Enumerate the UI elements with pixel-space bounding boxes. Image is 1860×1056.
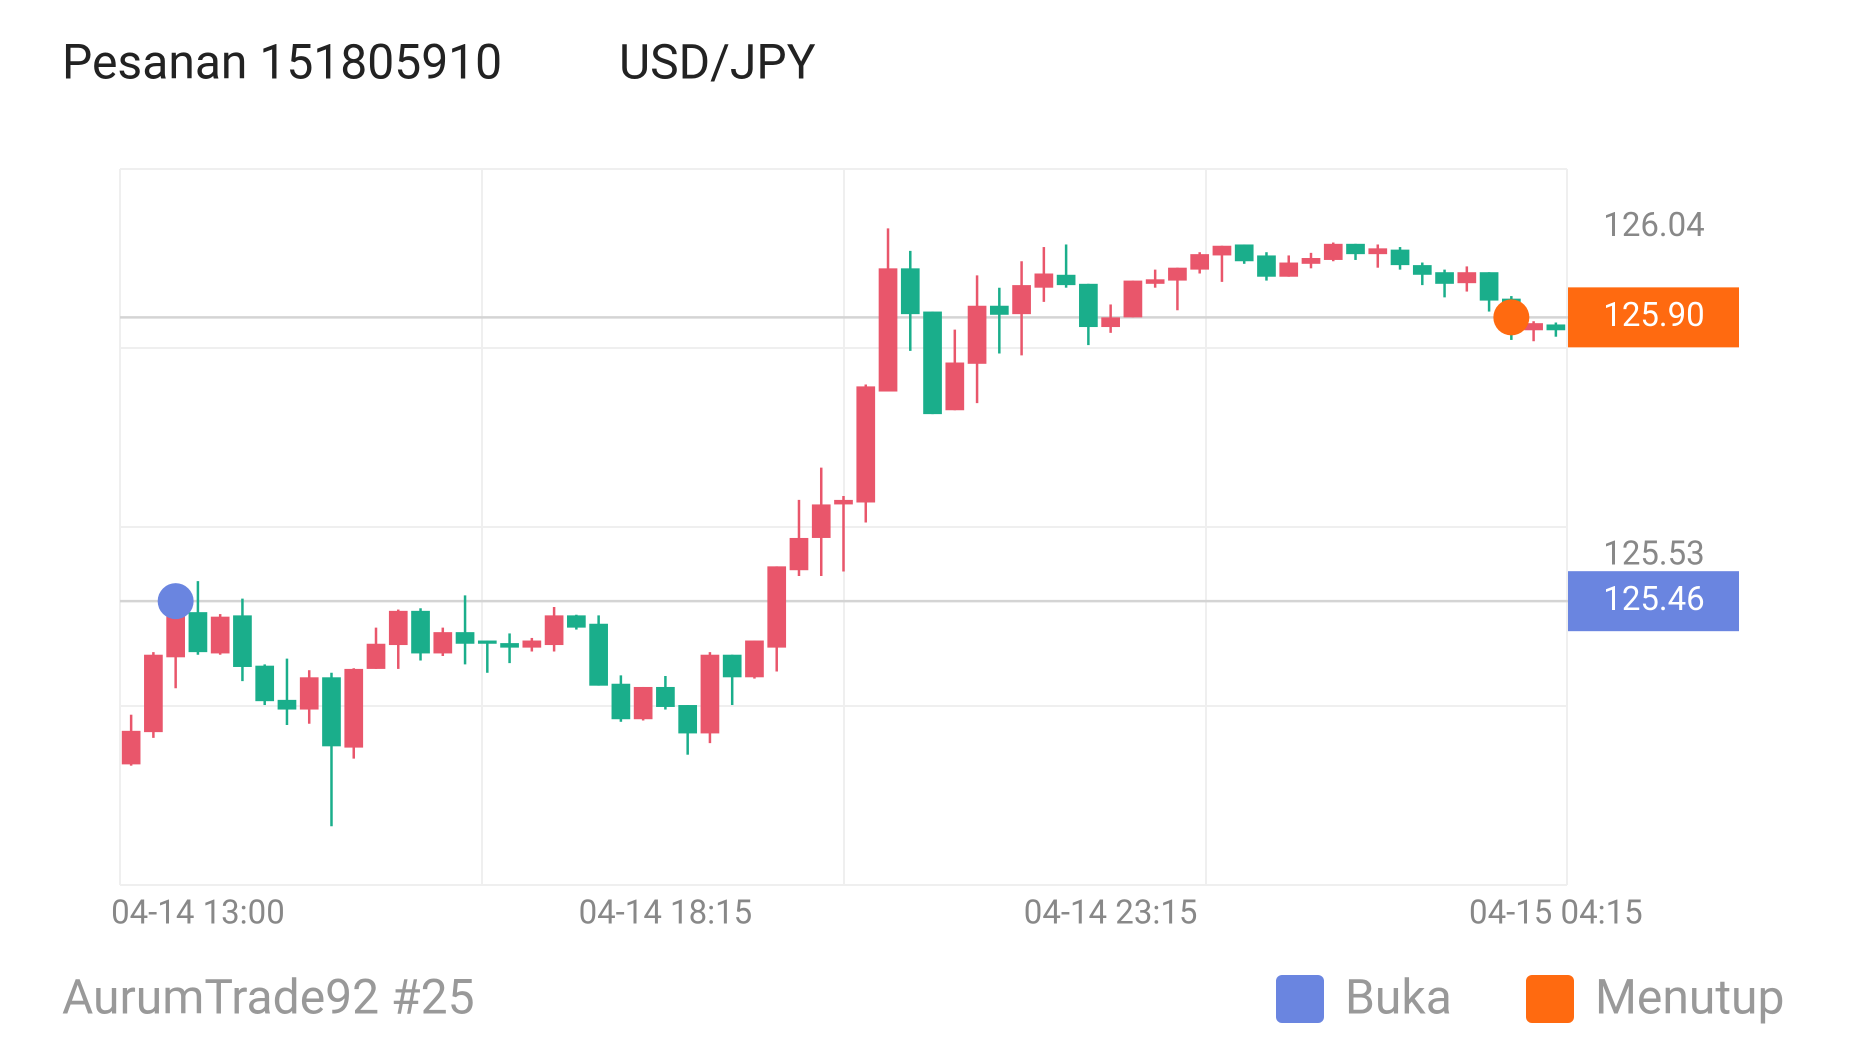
candle-body xyxy=(1145,279,1165,284)
candle-body xyxy=(656,686,675,707)
price-label: 125.46 xyxy=(1603,580,1704,619)
chart-footer: AurumTrade92 #25 xyxy=(62,969,475,1026)
candle-body xyxy=(633,686,653,720)
candle-body xyxy=(1012,285,1031,315)
candle-body xyxy=(1390,249,1410,266)
candle-body xyxy=(1323,243,1343,260)
candle-body xyxy=(1301,258,1321,264)
candle-body xyxy=(923,311,942,415)
price-label: 125.90 xyxy=(1603,296,1704,335)
candle-body xyxy=(856,386,876,503)
candle-body xyxy=(1257,255,1276,277)
candle-body xyxy=(611,683,631,720)
candle-body xyxy=(745,640,764,678)
candle-body xyxy=(789,537,809,571)
candle-body xyxy=(1279,262,1299,277)
candle-body xyxy=(477,640,497,644)
candle-body xyxy=(678,705,698,734)
price-box xyxy=(1568,571,1739,632)
candle-body xyxy=(1368,248,1388,255)
candle-body xyxy=(1123,280,1143,318)
candle-body xyxy=(589,623,608,686)
price-box xyxy=(1568,287,1739,348)
candle-body xyxy=(233,615,252,667)
candle-body xyxy=(1079,283,1098,328)
candle-body xyxy=(1546,324,1566,331)
candle-body xyxy=(322,677,341,747)
chart-title: Pesanan 151805910 xyxy=(62,34,502,91)
legend-swatch xyxy=(1526,975,1574,1023)
candle-body xyxy=(277,699,297,710)
candle-body xyxy=(166,612,186,658)
candle-body xyxy=(1435,272,1454,284)
candle-body xyxy=(811,504,831,538)
candle-body xyxy=(121,730,141,765)
candle-body xyxy=(144,654,163,733)
candle-body xyxy=(1212,245,1232,256)
candle-body xyxy=(1190,254,1210,270)
candle-body xyxy=(767,566,787,648)
candle-body xyxy=(455,632,475,644)
candle-body xyxy=(878,268,898,392)
candle-body xyxy=(1412,265,1432,275)
x-tick-label: 04-14 23:15 xyxy=(1024,894,1198,933)
candle-body xyxy=(700,654,720,734)
x-tick-label: 04-14 13:00 xyxy=(111,894,285,933)
trade-marker xyxy=(157,583,194,620)
chart-subtitle: USD/JPY xyxy=(619,34,816,91)
legend-swatch xyxy=(1276,975,1324,1023)
legend-label: Menutup xyxy=(1595,969,1784,1026)
candle-body xyxy=(411,610,430,654)
candle-body xyxy=(1101,317,1120,328)
candle-body xyxy=(1168,267,1187,281)
trade-marker xyxy=(1493,299,1530,336)
candle-body xyxy=(1479,272,1499,301)
candle-body xyxy=(834,499,853,505)
candle-body xyxy=(500,643,519,648)
candle-body xyxy=(989,305,1009,315)
candle-body xyxy=(1524,323,1543,331)
candle-body xyxy=(299,677,319,710)
candle-body xyxy=(1457,272,1477,284)
candle-body xyxy=(388,610,408,646)
candle-body xyxy=(433,632,453,654)
candle-body xyxy=(544,615,564,646)
candle-body xyxy=(1234,244,1254,262)
candle-body xyxy=(1346,243,1365,255)
x-tick-label: 04-15 04:15 xyxy=(1469,894,1643,933)
candle-body xyxy=(1034,273,1054,288)
candle-body xyxy=(967,305,987,364)
candle-body xyxy=(366,643,386,669)
candle-body xyxy=(900,268,920,315)
candle-body xyxy=(522,640,542,648)
y-tick-label: 126.04 xyxy=(1603,206,1704,245)
y-tick-label: 125.53 xyxy=(1603,535,1704,574)
candle-body xyxy=(344,668,364,748)
legend-label: Buka xyxy=(1345,969,1452,1026)
candle-body xyxy=(567,615,586,628)
candle-body xyxy=(188,612,208,653)
candle-body xyxy=(945,362,965,411)
candle-body xyxy=(722,654,742,678)
candle-body xyxy=(255,665,275,702)
x-tick-label: 04-14 18:15 xyxy=(579,894,753,933)
candle-body xyxy=(210,616,230,654)
candle-body xyxy=(1056,274,1076,286)
